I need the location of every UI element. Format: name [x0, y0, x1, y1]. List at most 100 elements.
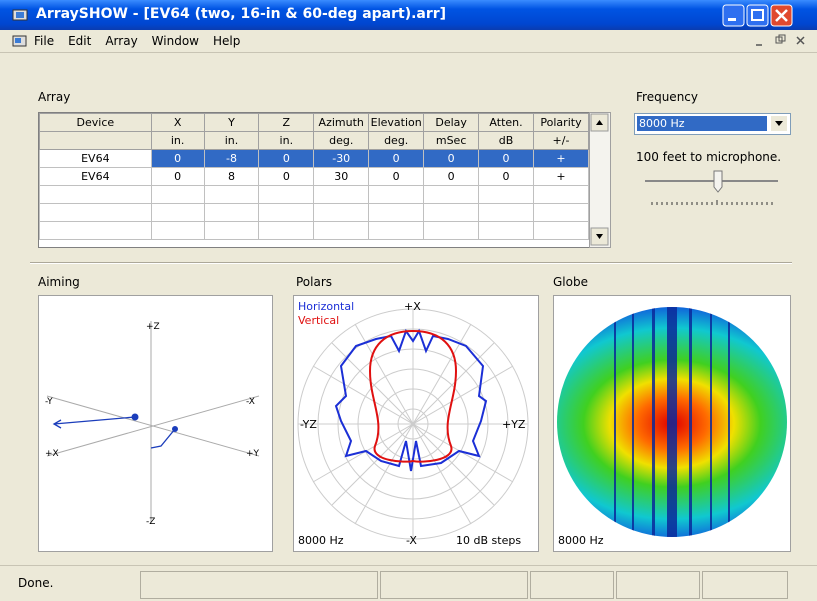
cell: 0 — [423, 167, 480, 186]
cell: 30 — [313, 167, 370, 186]
unit-cell: dB — [478, 131, 534, 150]
empty-cell — [368, 221, 425, 240]
menu-item[interactable]: Array — [105, 34, 138, 48]
direction-label: +YZ — [502, 418, 526, 431]
menu-item[interactable]: File — [34, 34, 55, 48]
array-table[interactable]: Device X Y Z Azimuth Elevation Delay Atten. Pola… — [38, 112, 590, 248]
cell: + — [532, 149, 589, 168]
unit-cell — [39, 131, 152, 150]
cell: EV64 — [39, 167, 152, 186]
menu-bar: File Edit Array Window Help — [0, 30, 817, 53]
frequency-text: 8000 Hz — [298, 534, 344, 547]
cell: 0 — [258, 167, 315, 186]
empty-cell — [150, 221, 205, 240]
legend-entry: Vertical — [298, 314, 339, 327]
empty-cell — [478, 185, 534, 204]
direction-label: -YZ — [300, 418, 317, 431]
aiming-label: Aiming — [38, 275, 80, 289]
unit-cell: in. — [150, 131, 205, 150]
direction-label: -X — [406, 534, 417, 547]
data-row[interactable]: EV64 0 -8 0 -30 0 0 0 + — [39, 149, 589, 168]
legend-entry: Horizontal — [298, 300, 354, 313]
distance-label: 100 feet to microphone. — [636, 150, 782, 164]
menu-item[interactable]: Window — [151, 34, 199, 48]
unit-cell: in. — [203, 131, 260, 150]
separator — [30, 262, 792, 264]
status-pane — [530, 571, 614, 599]
column-header: Azimuth — [313, 113, 370, 132]
unit-cell: deg. — [368, 131, 425, 150]
direction-label: +X — [404, 300, 421, 313]
scroll-arrows — [590, 113, 609, 246]
status-pane — [702, 571, 788, 599]
empty-cell — [258, 203, 315, 222]
unit-cell: in. — [258, 131, 315, 150]
axis-label: -X — [246, 397, 255, 407]
data-row[interactable]: EV64 0 8 0 30 0 0 0 + — [39, 167, 589, 186]
empty-cell — [39, 185, 152, 204]
scrollbar[interactable] — [589, 112, 611, 248]
group-label: Array — [38, 90, 71, 104]
distance-slider[interactable] — [640, 170, 785, 210]
units-row: in. in. in. deg. deg. mSec dB +/- — [39, 131, 589, 150]
axis-label: -Z — [146, 517, 155, 527]
app-icon — [12, 9, 28, 21]
axis-label: -Y — [45, 397, 53, 407]
empty-cell — [532, 185, 589, 204]
cell: 0 — [150, 149, 205, 168]
status-text: Done. — [18, 576, 54, 590]
cell: 0 — [478, 167, 534, 186]
empty-cell — [203, 185, 260, 204]
cell: 0 — [150, 167, 205, 186]
column-header: Y — [203, 113, 260, 132]
empty-row — [39, 203, 589, 222]
polars-label: Polars — [296, 275, 333, 289]
polars-panel: Horizontal Vertical +X -YZ +YZ -X 8000 H… — [293, 295, 539, 552]
empty-cell — [39, 203, 152, 222]
empty-cell — [150, 185, 205, 204]
globe-label: Globe — [553, 275, 588, 289]
window-title: ArraySHOW - [EV64 (two, 16-in & 60-deg a… — [36, 6, 447, 22]
frequency-text: 8000 Hz — [558, 534, 604, 547]
empty-cell — [313, 221, 370, 240]
empty-cell — [423, 185, 480, 204]
cell: 0 — [368, 167, 425, 186]
grid: Device X Y Z Azimuth Elevation Delay Atten. Pola… — [39, 113, 589, 240]
axis-label: +X — [45, 449, 59, 459]
empty-cell — [150, 203, 205, 222]
axis-label: +Z — [146, 322, 160, 332]
column-header: Delay — [423, 113, 480, 132]
column-header: Polarity — [532, 113, 589, 132]
cell: -8 — [203, 149, 260, 168]
cell: 0 — [368, 149, 425, 168]
cell: EV64 — [39, 149, 152, 168]
empty-cell — [258, 185, 315, 204]
header-row: Device X Y Z Azimuth Elevation Delay Atten. Pola… — [39, 113, 589, 132]
column-header: Device — [39, 113, 152, 132]
empty-cell — [203, 221, 260, 240]
frequency-combo[interactable]: 8000 Hz — [634, 113, 791, 135]
cell: + — [532, 167, 589, 186]
doc-icon — [12, 35, 27, 47]
window-buttons[interactable] — [722, 4, 812, 27]
status-pane — [616, 571, 700, 599]
aiming-panel: +Z -Y -X +X +Y -Z — [38, 295, 273, 552]
empty-cell — [368, 185, 425, 204]
column-header: Atten. — [478, 113, 534, 132]
menu-item[interactable]: Edit — [68, 34, 92, 48]
empty-row — [39, 221, 589, 240]
empty-cell — [532, 221, 589, 240]
empty-cell — [313, 185, 370, 204]
menu-item[interactable]: Help — [213, 34, 241, 48]
mdi-buttons[interactable] — [750, 34, 810, 48]
empty-cell — [258, 221, 315, 240]
empty-cell — [203, 203, 260, 222]
combo-value: 8000 Hz — [637, 116, 767, 131]
unit-cell: mSec — [423, 131, 480, 150]
unit-cell: +/- — [532, 131, 589, 150]
empty-cell — [478, 203, 534, 222]
axis-label: +Y — [246, 449, 260, 459]
empty-cell — [478, 221, 534, 240]
unit-cell: deg. — [313, 131, 370, 150]
